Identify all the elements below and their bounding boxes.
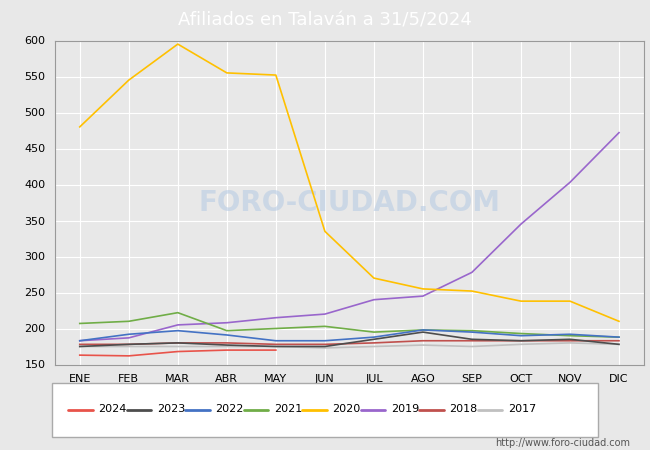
Text: http://www.foro-ciudad.com: http://www.foro-ciudad.com	[495, 438, 630, 448]
Text: Afiliados en Talaván a 31/5/2024: Afiliados en Talaván a 31/5/2024	[178, 11, 472, 29]
Text: 2023: 2023	[157, 405, 185, 414]
Text: FORO-CIUDAD.COM: FORO-CIUDAD.COM	[198, 189, 500, 216]
Text: 2017: 2017	[508, 405, 536, 414]
Text: 2024: 2024	[98, 405, 127, 414]
Text: 2020: 2020	[332, 405, 361, 414]
FancyBboxPatch shape	[52, 382, 598, 436]
Text: 2022: 2022	[215, 405, 244, 414]
Text: 2019: 2019	[391, 405, 419, 414]
Text: 2018: 2018	[449, 405, 478, 414]
Text: 2021: 2021	[274, 405, 302, 414]
